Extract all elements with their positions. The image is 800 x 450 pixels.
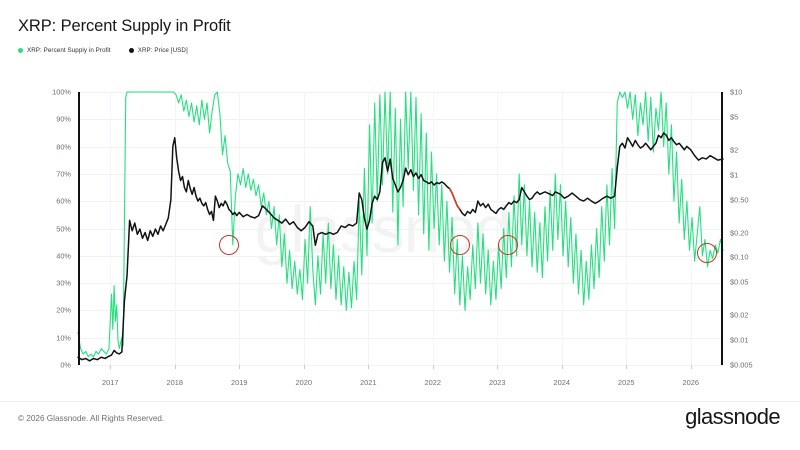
gridline (78, 255, 723, 257)
x-axis-tick-label: 2026 (682, 378, 699, 387)
legend-item-supply-in-profit[interactable]: XRP: Percent Supply in Profit (18, 47, 111, 54)
gridline (78, 310, 723, 312)
footer-divider (0, 401, 800, 402)
copyright-text: © 2026 Glassnode. All Rights Reserved. (18, 414, 165, 423)
series-line (77, 132, 724, 362)
y-axis-right-tick-label: $0.005 (730, 360, 753, 370)
legend-item-label: XRP: Percent Supply in Profit (27, 47, 111, 54)
gridline (78, 337, 723, 339)
y-axis-left-tick-label: 10% (56, 333, 71, 343)
gridline (78, 146, 723, 148)
x-axis-tick (626, 365, 628, 369)
y-axis-left-tick-label: 70% (56, 169, 71, 179)
gridline (432, 92, 434, 365)
x-axis-tick (561, 365, 563, 369)
gridline (78, 365, 723, 366)
y-axis-left-tick-label: 90% (56, 114, 71, 124)
gridline (78, 283, 723, 285)
circle-annotation (218, 234, 239, 255)
x-axis-tick (432, 365, 434, 369)
circle-annotation (498, 234, 518, 255)
gridline (78, 92, 723, 93)
price-drawdown-highlight (448, 188, 461, 210)
series-line (77, 91, 724, 358)
x-axis-tick (690, 365, 692, 369)
legend-item-label: XRP: Price [USD] (137, 47, 188, 54)
legend-dot-icon (18, 48, 23, 53)
gridline (239, 92, 241, 365)
y-axis-left-tick-label: 20% (56, 305, 71, 315)
y-axis-left-tick-label: 60% (56, 196, 71, 206)
x-axis-tick-label: 2025 (618, 378, 635, 387)
x-axis-tick-label: 2023 (489, 378, 506, 387)
y-axis-left-tick-label: 80% (56, 142, 71, 152)
x-axis-tick-label: 2018 (166, 378, 183, 387)
circle-annotation (449, 234, 470, 255)
x-axis-tick-label: 2019 (231, 378, 248, 387)
x-axis-tick (497, 365, 499, 369)
y-axis-right-tick-label: $0.05 (730, 277, 749, 287)
y-axis-left-tick-label: 40% (56, 251, 71, 261)
gridline (368, 92, 370, 365)
y-axis-right-tick-label: $0.10 (730, 252, 749, 262)
legend-dot-icon (128, 48, 134, 53)
y-axis-right-tick-label: $5 (730, 112, 739, 122)
x-axis-tick-label: 2020 (295, 378, 312, 387)
gridline (78, 228, 723, 230)
gridline (110, 92, 112, 365)
y-axis-right-tick-label: $10 (730, 87, 743, 97)
chart-legend: XRP: Percent Supply in Profit XRP: Price… (18, 47, 188, 54)
glassnode-logo: glassnode (685, 404, 781, 429)
y-axis-right-tick-label: $0.20 (730, 228, 749, 237)
y-axis-right-tick-label: $0.01 (730, 335, 749, 345)
x-axis-tick-label: 2022 (424, 378, 441, 387)
y-axis-right-tick-label: $0.02 (730, 310, 749, 320)
x-axis-tick (303, 365, 305, 369)
y-axis-left-tick-label: 30% (56, 278, 71, 288)
y-axis-left-line (78, 92, 80, 365)
x-axis-tick (239, 365, 241, 369)
y-axis-left-tick-label: 0% (60, 360, 71, 370)
page-title: XRP: Percent Supply in Profit (18, 17, 231, 35)
x-axis-tick-label: 2021 (360, 378, 377, 387)
legend-item-price[interactable]: XRP: Price [USD] (128, 47, 188, 54)
gridline (78, 173, 723, 175)
y-axis-right-line (721, 92, 723, 365)
x-axis-tick-label: 2024 (553, 378, 570, 387)
x-axis-tick (174, 365, 176, 369)
y-axis-right-tick-label: $2 (730, 145, 739, 155)
series-layer (77, 91, 724, 362)
plot-area[interactable]: glassnode 0%10%20%30%40%50%60%70%80%90%1… (52, 88, 753, 388)
gridline (626, 92, 628, 365)
y-axis-left-tick-label: 50% (56, 224, 71, 233)
y-axis-right-tick-label: $1 (730, 170, 739, 180)
x-axis-tick (368, 365, 370, 369)
x-axis-tick-label: 2017 (102, 378, 119, 387)
y-axis-left-tick-label: 100% (52, 87, 71, 97)
gridline (174, 92, 176, 365)
y-axis-right-tick-label: $0.50 (730, 195, 749, 205)
circle-annotation (696, 243, 717, 264)
gridline (497, 92, 499, 365)
gridline (78, 201, 723, 203)
x-axis-tick (110, 365, 112, 369)
